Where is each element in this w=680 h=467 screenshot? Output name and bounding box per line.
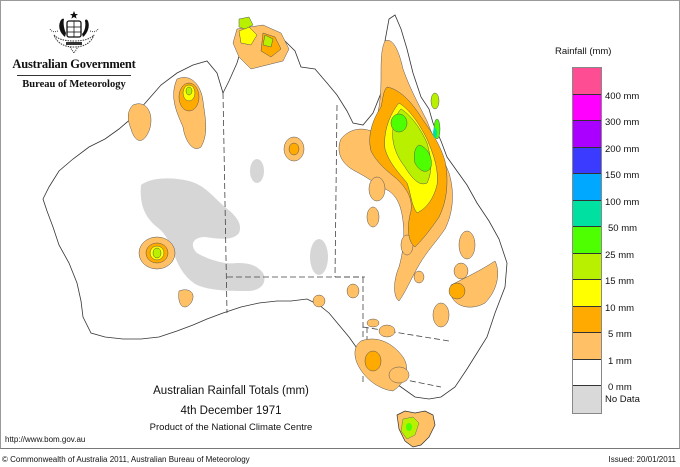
rainfall-50-100mm — [433, 128, 437, 138]
legend-swatch — [573, 227, 601, 254]
legend-label: 1 mm — [608, 356, 632, 367]
legend-label: 25 mm — [605, 250, 635, 261]
coat-of-arms-icon — [49, 11, 99, 54]
legend-label: 10 mm — [605, 303, 635, 314]
no-data-region-nt-north — [250, 159, 264, 183]
government-name: Australian Government — [12, 57, 136, 71]
agency-name: Bureau of Meteorology — [22, 79, 126, 90]
copyright-notice: © Commonwealth of Australia 2011, Austra… — [2, 455, 250, 464]
website-link[interactable]: http://www.bom.gov.au — [5, 435, 86, 444]
no-data-region-wa — [140, 178, 265, 291]
legend-swatch — [573, 174, 601, 201]
map-title: Australian Rainfall Totals (mm) — [153, 385, 309, 397]
legend-label: 400 mm — [605, 91, 640, 102]
legend-title: Rainfall (mm) — [555, 46, 612, 57]
rainfall-25-50mm — [390, 113, 441, 172]
legend-label: 150 mm — [605, 170, 640, 181]
rainfall-map — [42, 14, 508, 448]
legend-swatch — [573, 94, 601, 121]
no-data-region-nt-south — [310, 239, 328, 275]
legend-swatch — [573, 121, 601, 148]
map-title-block: Australian Rainfall Totals (mm) 4th Dece… — [131, 385, 331, 433]
issued-date: Issued: 20/01/2011 — [608, 455, 676, 464]
legend-label: 5 mm — [608, 329, 632, 340]
legend-label: 300 mm — [605, 117, 640, 128]
legend-label: 200 mm — [605, 144, 640, 155]
legend-color-bar — [572, 67, 602, 414]
map-date: 4th December 1971 — [180, 405, 282, 417]
legend-label: 100 mm — [605, 197, 640, 208]
legend-label: 50 mm — [608, 223, 638, 234]
legend-label: 0 mm — [608, 382, 632, 393]
legend-swatch — [573, 253, 601, 280]
legend-swatch — [573, 280, 601, 307]
legend-label: 15 mm — [605, 276, 635, 287]
legend-swatch — [573, 306, 601, 333]
logo-divider — [17, 75, 131, 76]
map-frame: Australian Government Bureau of Meteorol… — [0, 0, 680, 449]
legend-swatch — [573, 359, 601, 386]
legend-swatch — [573, 386, 601, 413]
legend-swatch — [573, 200, 601, 227]
map-product: Product of the National Climate Centre — [149, 422, 313, 433]
legend-label: No Data — [605, 394, 640, 405]
agency-logo: Australian Government Bureau of Meteorol… — [9, 9, 139, 97]
legend-swatch — [573, 333, 601, 360]
legend-swatch — [573, 147, 601, 174]
legend-swatch — [573, 68, 601, 95]
